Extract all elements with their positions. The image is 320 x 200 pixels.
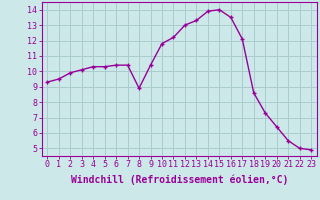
X-axis label: Windchill (Refroidissement éolien,°C): Windchill (Refroidissement éolien,°C) — [70, 175, 288, 185]
